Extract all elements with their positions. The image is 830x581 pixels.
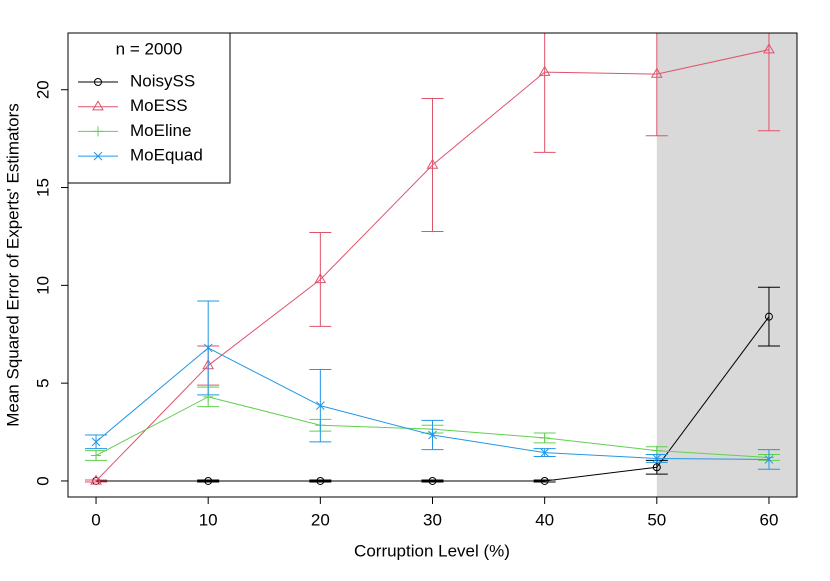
- marker: [316, 476, 325, 485]
- error-bar: [533, 33, 556, 153]
- y-tick-label: 5: [33, 378, 52, 387]
- legend-label: MoEquad: [130, 146, 203, 165]
- marker: [540, 476, 549, 485]
- marker: [538, 65, 551, 76]
- legend-label: MoESS: [130, 96, 188, 115]
- marker: [426, 158, 439, 169]
- marker: [91, 437, 101, 447]
- legend-label: NoisySS: [130, 71, 195, 90]
- y-tick-label: 0: [33, 476, 52, 485]
- error-bar: [197, 479, 220, 483]
- marker: [94, 78, 102, 86]
- marker: [652, 454, 662, 463]
- shaded-region: [656, 33, 797, 497]
- marker: [539, 432, 550, 443]
- x-tick-label: 20: [311, 510, 330, 529]
- marker: [652, 463, 661, 472]
- legend-label: MoEline: [130, 121, 191, 140]
- marker: [93, 126, 103, 137]
- error-bar: [85, 479, 108, 483]
- marker: [764, 312, 773, 321]
- x-tick-label: 40: [535, 510, 554, 529]
- y-tick-label: 10: [33, 276, 52, 295]
- marker: [763, 43, 775, 54]
- marker: [203, 343, 213, 353]
- marker: [650, 67, 663, 78]
- y-axis-label: Mean Squared Error of Experts' Estimator…: [3, 103, 22, 427]
- error-bar: [309, 479, 332, 483]
- marker: [540, 448, 550, 457]
- error-bar: [533, 479, 556, 483]
- x-tick-label: 10: [199, 510, 218, 529]
- marker: [204, 476, 213, 485]
- x-tick-label: 50: [647, 510, 666, 529]
- marker: [314, 272, 327, 284]
- marker: [93, 151, 103, 161]
- legend-box: [67, 32, 231, 184]
- marker: [92, 100, 104, 111]
- error-bar: [421, 98, 444, 233]
- error-bar: [757, 33, 780, 132]
- error-bar: [421, 479, 444, 483]
- x-tick-label: 60: [760, 510, 779, 529]
- x-tick-label: 30: [423, 510, 442, 529]
- x-tick-label: 0: [91, 510, 100, 529]
- marker: [764, 455, 774, 464]
- y-tick-label: 15: [33, 178, 52, 197]
- marker: [428, 430, 437, 440]
- plot-area: [85, 33, 780, 485]
- error-bar: [309, 232, 332, 327]
- legend-title: n = 2000: [116, 39, 183, 58]
- marker: [90, 474, 102, 485]
- y-tick-label: 20: [33, 80, 52, 99]
- error-bar: [645, 33, 668, 137]
- marker: [428, 476, 437, 485]
- marker: [315, 401, 325, 411]
- marker: [91, 450, 102, 461]
- marker: [651, 445, 662, 456]
- plot-box: [67, 32, 798, 498]
- error-bar: [757, 286, 780, 347]
- x-axis-label: Corruption Level (%): [354, 541, 510, 560]
